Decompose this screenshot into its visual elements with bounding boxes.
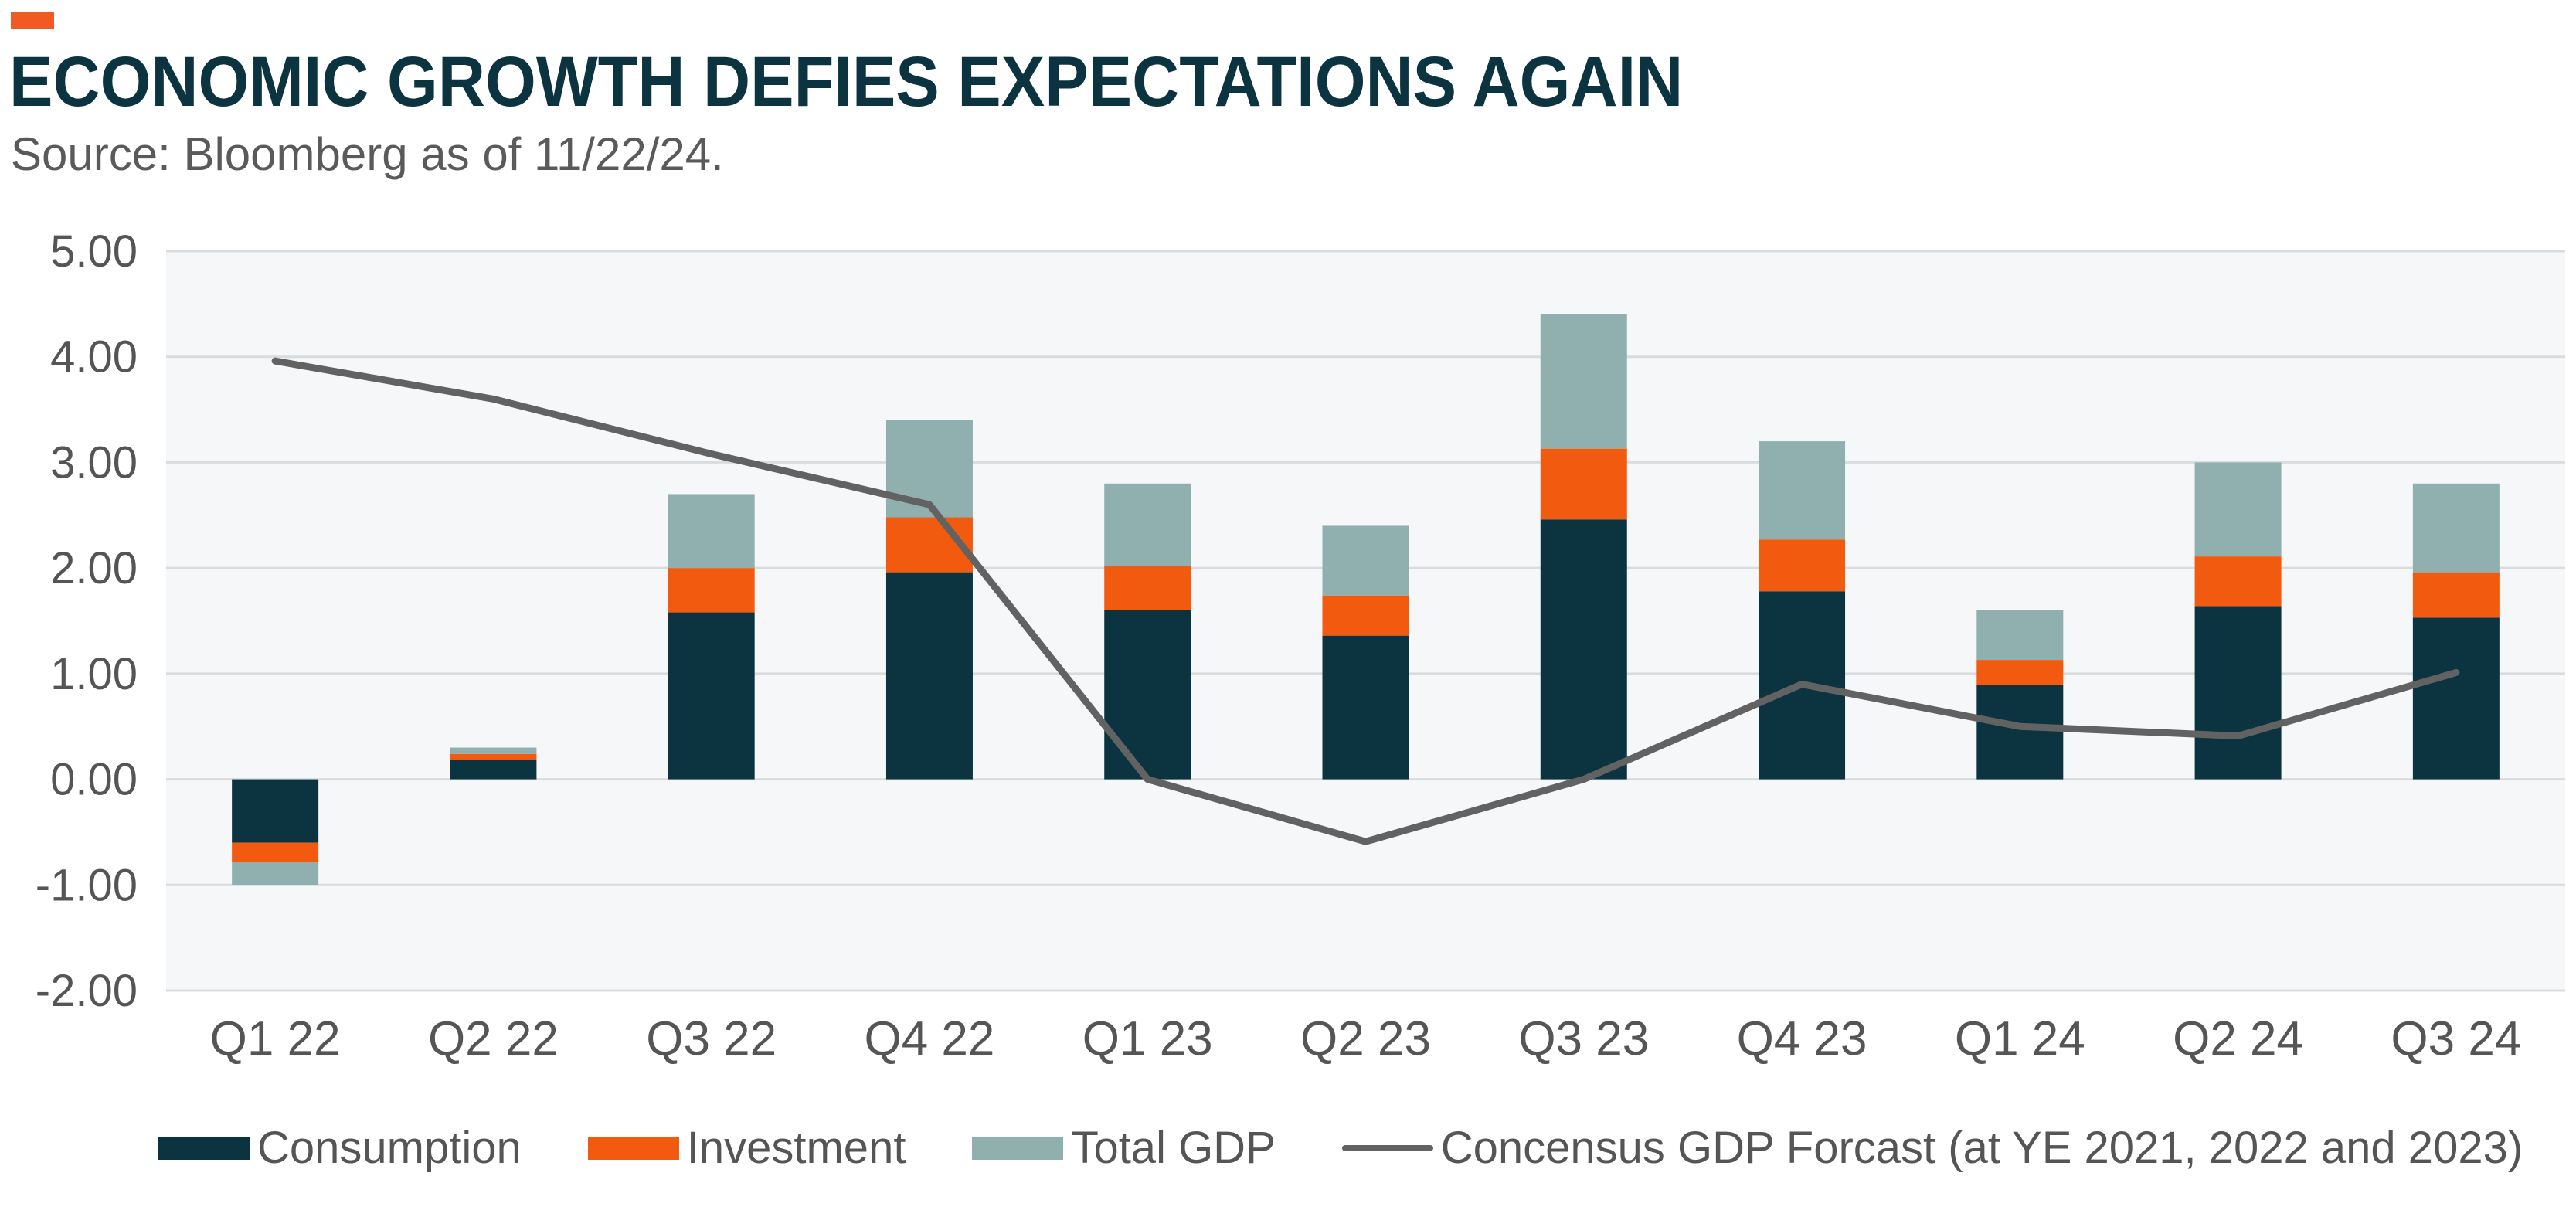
y-tick-label: 0.00 <box>50 755 138 805</box>
bar-consumption <box>2412 617 2500 780</box>
x-tick-label: Q3 23 <box>1518 1012 1649 1066</box>
bar-investment <box>1322 595 1409 636</box>
bar-total-gdp <box>2194 462 2282 557</box>
x-tick-label: Q2 22 <box>428 1012 559 1066</box>
legend-item-forecast: Concensus GDP Forcast (at YE 2021, 2022 … <box>1341 1122 2523 1174</box>
legend-swatch-total-gdp <box>972 1136 1064 1160</box>
x-tick-label: Q2 24 <box>2173 1012 2303 1066</box>
bar-total-gdp <box>1104 483 1191 566</box>
bar-consumption <box>450 760 537 780</box>
chart: -2.00 -1.00 0.00 1.00 2.00 3.00 4.00 5.00 Q1 22… <box>36 226 2565 1066</box>
bar-total-gdp <box>1976 610 2064 661</box>
bar-total-gdp <box>1759 441 1846 540</box>
forecast-line <box>271 357 2460 845</box>
bar-investment <box>232 842 319 862</box>
x-tick-label: Q3 24 <box>2391 1012 2521 1066</box>
y-tick-label: -1.00 <box>36 860 138 910</box>
y-tick-label: 5.00 <box>50 226 138 277</box>
bar-investment <box>1976 660 2064 685</box>
y-tick-label: 2.00 <box>50 543 138 593</box>
y-tick-label: 4.00 <box>50 332 138 382</box>
chart-source: Source: Bloomberg as of 11/22/24. <box>11 128 724 180</box>
bar-consumption <box>2194 606 2282 780</box>
bar-total-gdp <box>1540 314 1627 449</box>
bar-consumption <box>668 612 755 780</box>
x-tick-label: Q4 23 <box>1737 1012 1867 1066</box>
bar-consumption <box>1104 610 1191 780</box>
legend-swatch-forecast <box>1341 1144 1433 1151</box>
bar-consumption <box>232 779 319 843</box>
bar-investment <box>2194 556 2282 607</box>
y-axis-ticks: -2.00 -1.00 0.00 1.00 2.00 3.00 4.00 5.00 <box>36 226 138 1016</box>
stacked-bars <box>232 314 2500 885</box>
y-tick-label: -2.00 <box>36 966 138 1016</box>
bar-consumption <box>1322 635 1409 780</box>
bar-investment <box>1540 448 1627 520</box>
x-tick-label: Q4 22 <box>865 1012 995 1066</box>
bar-total-gdp <box>232 862 319 885</box>
legend-label-forecast: Concensus GDP Forcast (at YE 2021, 2022 … <box>1440 1123 2523 1173</box>
legend-label-investment: Investment <box>686 1123 906 1173</box>
bar-consumption <box>885 572 973 780</box>
legend-swatch-consumption <box>158 1136 250 1160</box>
bar-investment <box>668 568 755 613</box>
legend-swatch-investment <box>587 1136 679 1160</box>
bar-investment <box>450 753 537 760</box>
bar-total-gdp <box>450 747 537 754</box>
chart-title: ECONOMIC GROWTH DEFIES EXPECTATIONS AGAI… <box>9 42 1684 121</box>
accent-bar <box>11 12 54 29</box>
x-tick-label: Q1 22 <box>210 1012 341 1066</box>
bar-consumption <box>1976 685 2064 780</box>
legend-label-consumption: Consumption <box>257 1123 522 1173</box>
y-tick-label: 1.00 <box>50 649 138 699</box>
bar-total-gdp <box>2412 483 2500 573</box>
bar-investment <box>1104 566 1191 610</box>
bar-total-gdp <box>668 494 755 569</box>
x-tick-label: Q1 23 <box>1082 1012 1213 1066</box>
bar-investment <box>1759 539 1846 592</box>
x-tick-label: Q1 24 <box>1955 1012 2085 1066</box>
bar-investment <box>2412 572 2500 618</box>
legend: Consumption Investment Total GDP Concens… <box>158 1122 2523 1174</box>
bar-consumption <box>1540 519 1627 780</box>
bar-total-gdp <box>1322 525 1409 596</box>
legend-item-total-gdp: Total GDP <box>972 1122 1276 1174</box>
x-tick-label: Q3 22 <box>646 1012 777 1066</box>
y-tick-label: 3.00 <box>50 437 138 488</box>
legend-item-consumption: Consumption <box>158 1122 522 1174</box>
legend-item-investment: Investment <box>587 1122 906 1174</box>
legend-label-total-gdp: Total GDP <box>1071 1123 1276 1173</box>
x-tick-label: Q2 23 <box>1300 1012 1431 1066</box>
x-axis-ticks: Q1 22 Q2 22 Q3 22 Q4 22 Q1 23 Q2 23 Q3 23 Q4 23… <box>210 1012 2522 1066</box>
forecast-line-group <box>271 357 2460 845</box>
